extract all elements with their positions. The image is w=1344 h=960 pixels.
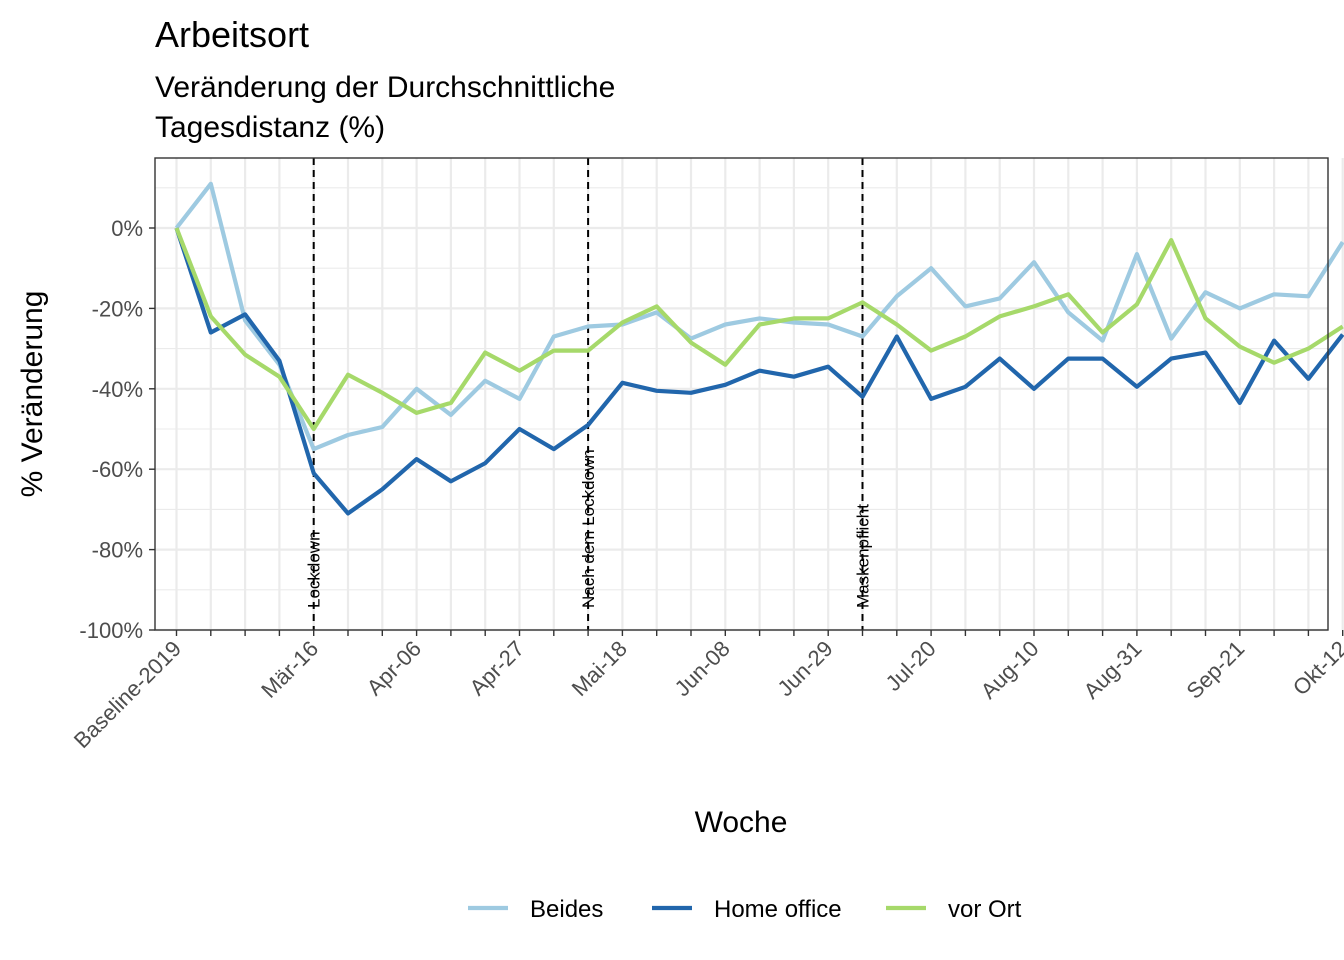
x-tick-label: Mai-18 [567, 636, 632, 701]
legend-label: Home office [714, 896, 842, 923]
event-label: Lockdown [305, 531, 324, 608]
x-tick-label: Jun-08 [670, 636, 735, 701]
x-tick-label: Jun-29 [772, 636, 837, 701]
series-line [174, 227, 1344, 516]
y-tick-label: -20% [92, 296, 143, 321]
chart-title: Arbeitsort [155, 14, 309, 55]
x-tick-label: Jul-20 [881, 636, 941, 696]
x-tick-label: Apr-27 [465, 636, 529, 700]
plot-border [154, 157, 1329, 631]
legend: Beides Home office vor Ort [468, 896, 1022, 923]
y-axis-title: % Veränderung [16, 291, 49, 498]
event-markers: Lockdown Nach dem Lockdown Maskenpflicht [305, 158, 873, 630]
x-tick-label: Aug-31 [1079, 636, 1147, 704]
series-line [174, 227, 1344, 432]
y-tick-label: -60% [92, 457, 143, 482]
series-lines [174, 181, 1344, 516]
x-axis-title: Woche [695, 806, 788, 839]
y-tick-label: -80% [92, 538, 143, 563]
x-tick-label: Baseline-2019 [69, 636, 186, 753]
event-label: Nach dem Lockdown [579, 449, 598, 608]
x-tick-label: Mär-16 [256, 636, 323, 703]
x-tick-label: Apr-06 [362, 636, 426, 700]
legend-label: Beides [530, 896, 603, 923]
y-tick-label: 0% [111, 216, 143, 241]
legend-label: vor Ort [948, 896, 1022, 923]
y-tick-label: -40% [92, 377, 143, 402]
y-tick-label: -100% [79, 618, 143, 643]
chart-subtitle-line-2: Tagesdistanz (%) [155, 111, 385, 144]
event-label: Maskenpflicht [854, 504, 873, 608]
chart-subtitle-line-1: Veränderung der Durchschnittliche [155, 71, 615, 104]
x-tick-label: Aug-10 [976, 636, 1044, 704]
x-tick-label: Sep-21 [1181, 636, 1249, 704]
x-tick-label: Okt-12 [1288, 636, 1344, 700]
plot-background [155, 158, 1328, 630]
